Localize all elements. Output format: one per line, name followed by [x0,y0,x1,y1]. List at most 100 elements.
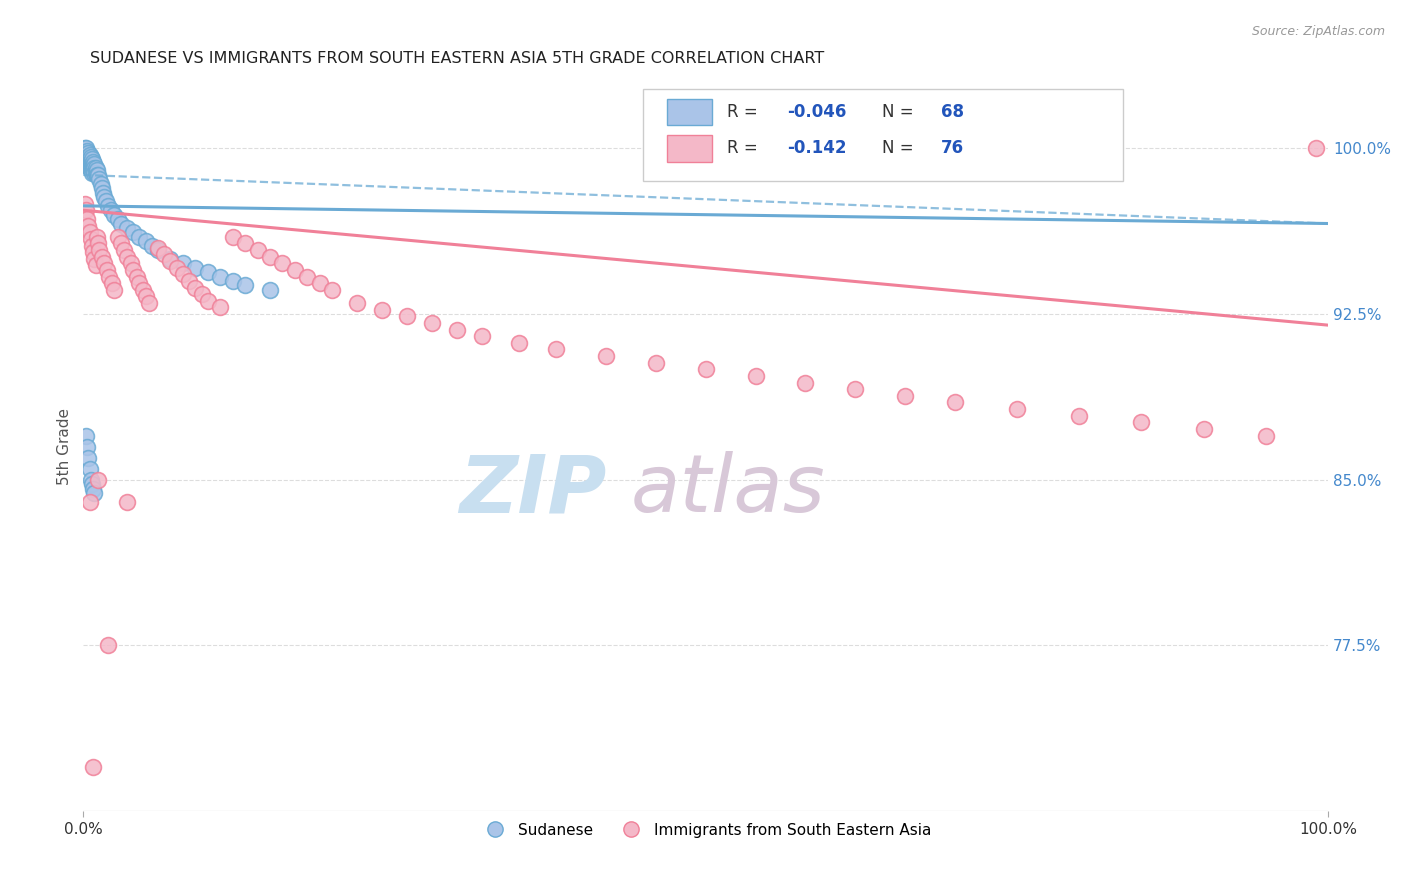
Point [79,462,101,476]
Point [110,217,132,231]
Point [77,150,100,164]
Point [76,440,98,454]
Point [93,256,115,270]
Text: R =: R = [727,103,763,121]
Point [86,163,108,178]
Point [395,310,418,324]
Point [76,212,98,227]
Point [76,144,98,158]
Point [90,177,112,191]
Point [695,362,717,376]
Point [346,296,368,310]
Point [546,343,568,357]
Point [86,229,108,244]
Point [77,219,100,233]
Point [115,221,138,235]
Point [80,159,103,173]
Point [159,252,181,266]
Point [221,274,243,288]
Point [125,269,148,284]
Point [80,153,103,167]
Point [894,389,917,403]
Point [80,238,103,252]
Point [98,269,121,284]
Point [107,212,129,227]
Point [83,166,105,180]
Point [89,172,111,186]
Point [77,154,100,169]
Point [1069,409,1091,423]
Point [1192,422,1215,436]
Point [76,150,98,164]
Point [446,322,468,336]
Point [233,236,256,251]
Point [943,395,966,409]
Text: N =: N = [883,139,920,158]
Point [80,473,103,487]
Y-axis label: 5th Grade: 5th Grade [58,409,72,485]
Point [135,234,157,248]
Point [80,232,103,246]
Text: R =: R = [727,139,763,158]
Point [128,276,150,290]
Point [166,260,188,275]
Point [83,252,105,266]
Point [844,382,866,396]
Point [132,283,155,297]
Point [284,263,307,277]
Point [744,368,766,383]
Point [86,168,108,182]
Point [87,473,110,487]
Point [103,283,125,297]
Text: -0.046: -0.046 [786,103,846,121]
Point [83,161,105,176]
Point [172,256,194,270]
Point [172,268,194,282]
Point [80,154,103,169]
Point [794,376,817,390]
Point [91,250,114,264]
Point [96,263,118,277]
Point [75,145,97,160]
Point [75,428,97,442]
Point [153,247,176,261]
Point [308,276,330,290]
Point [508,335,530,350]
Point [271,256,294,270]
Point [112,243,135,257]
Point [197,265,219,279]
Text: -0.142: -0.142 [786,139,846,158]
Text: Source: ZipAtlas.com: Source: ZipAtlas.com [1251,25,1385,38]
Point [73,141,96,155]
Point [77,450,100,465]
Point [87,168,110,182]
Point [146,243,169,257]
Point [80,161,103,176]
Point [122,263,145,277]
Point [97,199,120,213]
Point [82,159,104,173]
Point [93,190,115,204]
Point [138,296,160,310]
Point [79,148,101,162]
Text: 76: 76 [941,139,965,158]
FancyBboxPatch shape [666,99,711,125]
Point [75,203,97,218]
Point [197,293,219,308]
Point [209,269,232,284]
Point [79,157,101,171]
Point [177,274,200,288]
Point [79,495,101,509]
Point [115,495,138,509]
Point [76,154,98,169]
Point [1130,415,1153,429]
Point [77,145,100,160]
Point [101,276,124,290]
Point [75,148,97,162]
Point [259,250,281,264]
Point [75,141,97,155]
Point [246,243,269,257]
Point [471,329,494,343]
Point [184,260,207,275]
Point [184,280,207,294]
